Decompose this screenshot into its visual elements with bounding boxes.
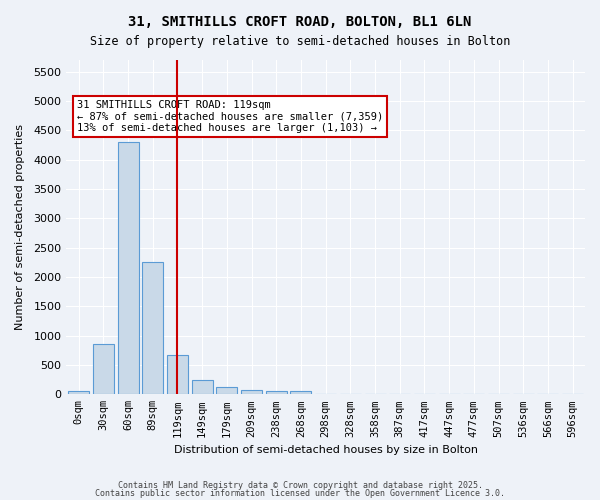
Bar: [118, 142, 139, 395]
Bar: [217, 388, 238, 394]
Bar: [191, 380, 212, 394]
Bar: [266, 391, 287, 394]
Bar: [142, 262, 163, 394]
Text: 31, SMITHILLS CROFT ROAD, BOLTON, BL1 6LN: 31, SMITHILLS CROFT ROAD, BOLTON, BL1 6L…: [128, 15, 472, 29]
X-axis label: Distribution of semi-detached houses by size in Bolton: Distribution of semi-detached houses by …: [173, 445, 478, 455]
Y-axis label: Number of semi-detached properties: Number of semi-detached properties: [15, 124, 25, 330]
Text: Contains HM Land Registry data © Crown copyright and database right 2025.: Contains HM Land Registry data © Crown c…: [118, 481, 482, 490]
Bar: [290, 391, 311, 394]
Bar: [167, 355, 188, 395]
Text: Contains public sector information licensed under the Open Government Licence 3.: Contains public sector information licen…: [95, 488, 505, 498]
Bar: [241, 390, 262, 394]
Text: Size of property relative to semi-detached houses in Bolton: Size of property relative to semi-detach…: [90, 35, 510, 48]
Bar: [93, 344, 114, 395]
Text: 31 SMITHILLS CROFT ROAD: 119sqm
← 87% of semi-detached houses are smaller (7,359: 31 SMITHILLS CROFT ROAD: 119sqm ← 87% of…: [77, 100, 383, 134]
Bar: [68, 392, 89, 394]
